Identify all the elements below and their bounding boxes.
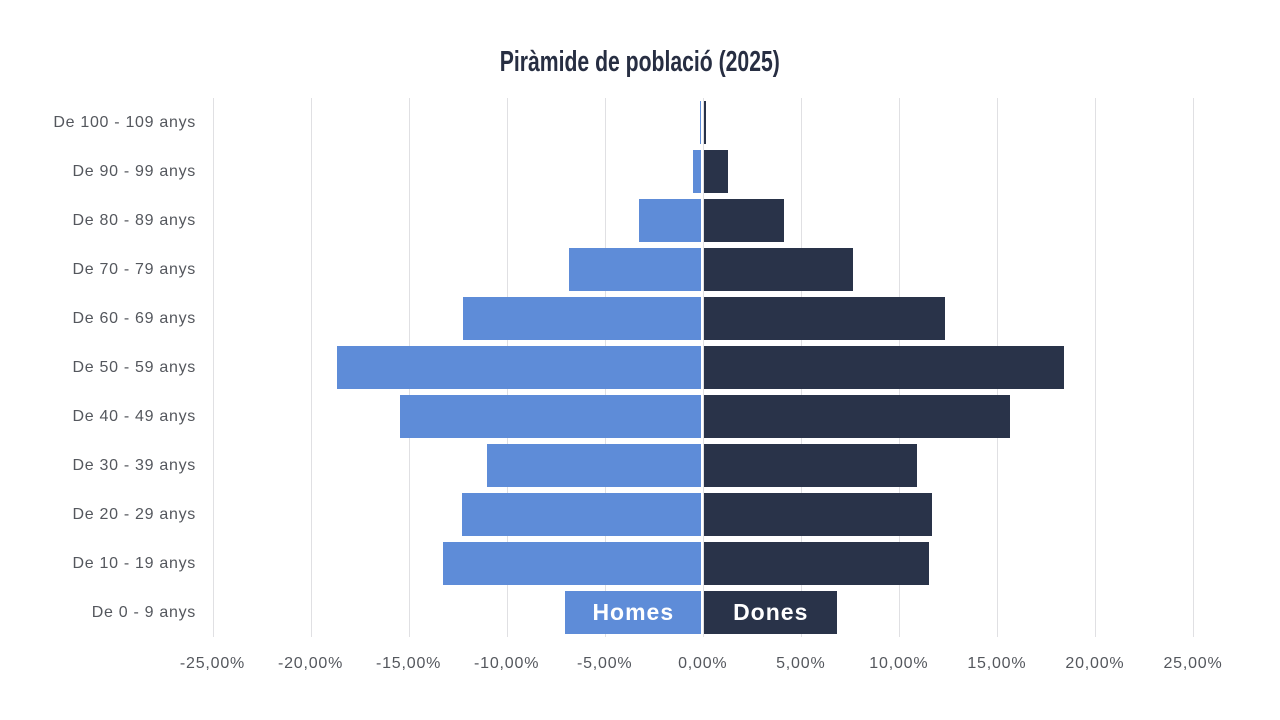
y-category-label-de-10-19-anys: De 10 - 19 anys bbox=[72, 555, 196, 572]
x-tick-label-20: 20,00% bbox=[1065, 655, 1125, 672]
bar-homes-de-70-79-anys[interactable] bbox=[569, 248, 702, 291]
y-category-label-de-100-109-anys: De 100 - 109 anys bbox=[53, 114, 196, 131]
x-tick-label-25: 25,00% bbox=[1163, 655, 1223, 672]
bar-dones-de-20-29-anys[interactable] bbox=[704, 493, 932, 536]
y-category-label-de-30-39-anys: De 30 - 39 anys bbox=[72, 457, 196, 474]
gridline-0 bbox=[702, 98, 704, 637]
series-label-dones: Dones bbox=[733, 598, 809, 625]
y-category-label-de-40-49-anys: De 40 - 49 anys bbox=[72, 408, 196, 425]
y-category-label-de-60-69-anys: De 60 - 69 anys bbox=[72, 310, 196, 327]
bar-dones-de-60-69-anys[interactable] bbox=[704, 297, 946, 340]
y-category-label-de-70-79-anys: De 70 - 79 anys bbox=[72, 261, 196, 278]
x-tick-label--5: -5,00% bbox=[576, 655, 633, 672]
bar-homes-de-50-59-anys[interactable] bbox=[336, 346, 702, 389]
gridline--25 bbox=[212, 98, 214, 637]
bar-homes-de-0-9-anys[interactable] bbox=[565, 591, 702, 634]
bar-dones-de-50-59-anys[interactable] bbox=[704, 346, 1064, 389]
bar-homes-de-30-39-anys[interactable] bbox=[486, 444, 702, 487]
bar-homes-de-60-69-anys[interactable] bbox=[463, 297, 702, 340]
x-tick-label-0: 0,00% bbox=[678, 655, 728, 672]
gridline-25 bbox=[1193, 98, 1194, 637]
gridline--20 bbox=[310, 98, 312, 637]
bar-dones-de-100-109-anys[interactable] bbox=[704, 101, 707, 144]
bar-dones-de-0-9-anys[interactable] bbox=[704, 591, 838, 634]
bar-homes-de-90-99-anys[interactable] bbox=[692, 150, 702, 193]
bar-dones-de-30-39-anys[interactable] bbox=[704, 444, 917, 487]
x-tick-label--20: -20,00% bbox=[277, 655, 344, 672]
chart-title: Piràmide de població (2025) bbox=[0, 44, 1280, 80]
bar-homes-de-100-109-anys[interactable] bbox=[700, 101, 702, 144]
x-tick-label--15: -15,00% bbox=[375, 655, 442, 672]
bar-homes-de-40-49-anys[interactable] bbox=[400, 395, 702, 438]
bar-dones-de-70-79-anys[interactable] bbox=[704, 248, 854, 291]
bar-homes-de-80-89-anys[interactable] bbox=[638, 199, 702, 242]
gridline-20 bbox=[1094, 98, 1096, 637]
bar-homes-de-10-19-anys[interactable] bbox=[442, 542, 702, 585]
x-tick-label-5: 5,00% bbox=[776, 655, 826, 672]
y-category-label-de-20-29-anys: De 20 - 29 anys bbox=[72, 506, 196, 523]
x-tick-label--10: -10,00% bbox=[474, 655, 540, 672]
y-category-label-de-90-99-anys: De 90 - 99 anys bbox=[72, 163, 196, 180]
y-category-label-de-0-9-anys: De 0 - 9 anys bbox=[91, 604, 196, 621]
x-tick-label-10: 10,00% bbox=[869, 655, 929, 672]
bar-dones-de-10-19-anys[interactable] bbox=[704, 542, 929, 585]
x-tick-label--25: -25,00% bbox=[179, 655, 246, 672]
y-category-label-de-80-89-anys: De 80 - 89 anys bbox=[72, 212, 196, 229]
bar-dones-de-80-89-anys[interactable] bbox=[704, 199, 785, 242]
y-category-label-de-50-59-anys: De 50 - 59 anys bbox=[72, 359, 196, 376]
x-tick-label-15: 15,00% bbox=[967, 655, 1027, 672]
bar-homes-de-20-29-anys[interactable] bbox=[462, 493, 702, 536]
chart-title-text: Piràmide de població (2025) bbox=[499, 45, 780, 78]
bar-dones-de-40-49-anys[interactable] bbox=[704, 395, 1010, 438]
bar-dones-de-90-99-anys[interactable] bbox=[704, 150, 728, 193]
series-label-homes: Homes bbox=[592, 598, 675, 625]
